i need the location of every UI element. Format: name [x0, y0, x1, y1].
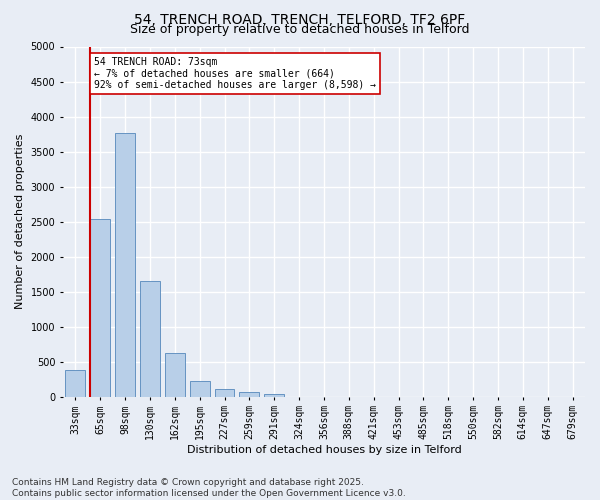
Bar: [140, 281, 160, 396]
Text: Size of property relative to detached houses in Telford: Size of property relative to detached ho…: [130, 22, 470, 36]
Y-axis label: Number of detached properties: Number of detached properties: [15, 134, 25, 309]
Bar: [165, 353, 185, 397]
Bar: [265, 394, 284, 396]
X-axis label: Distribution of detached houses by size in Telford: Distribution of detached houses by size …: [187, 445, 461, 455]
Bar: [190, 381, 209, 396]
Bar: [215, 389, 235, 396]
Bar: [90, 220, 110, 396]
Text: 54 TRENCH ROAD: 73sqm
← 7% of detached houses are smaller (664)
92% of semi-deta: 54 TRENCH ROAD: 73sqm ← 7% of detached h…: [94, 57, 376, 90]
Text: Contains HM Land Registry data © Crown copyright and database right 2025.
Contai: Contains HM Land Registry data © Crown c…: [12, 478, 406, 498]
Bar: [65, 370, 85, 396]
Bar: [239, 392, 259, 396]
Bar: [115, 134, 135, 396]
Text: 54, TRENCH ROAD, TRENCH, TELFORD, TF2 6PF: 54, TRENCH ROAD, TRENCH, TELFORD, TF2 6P…: [134, 12, 466, 26]
